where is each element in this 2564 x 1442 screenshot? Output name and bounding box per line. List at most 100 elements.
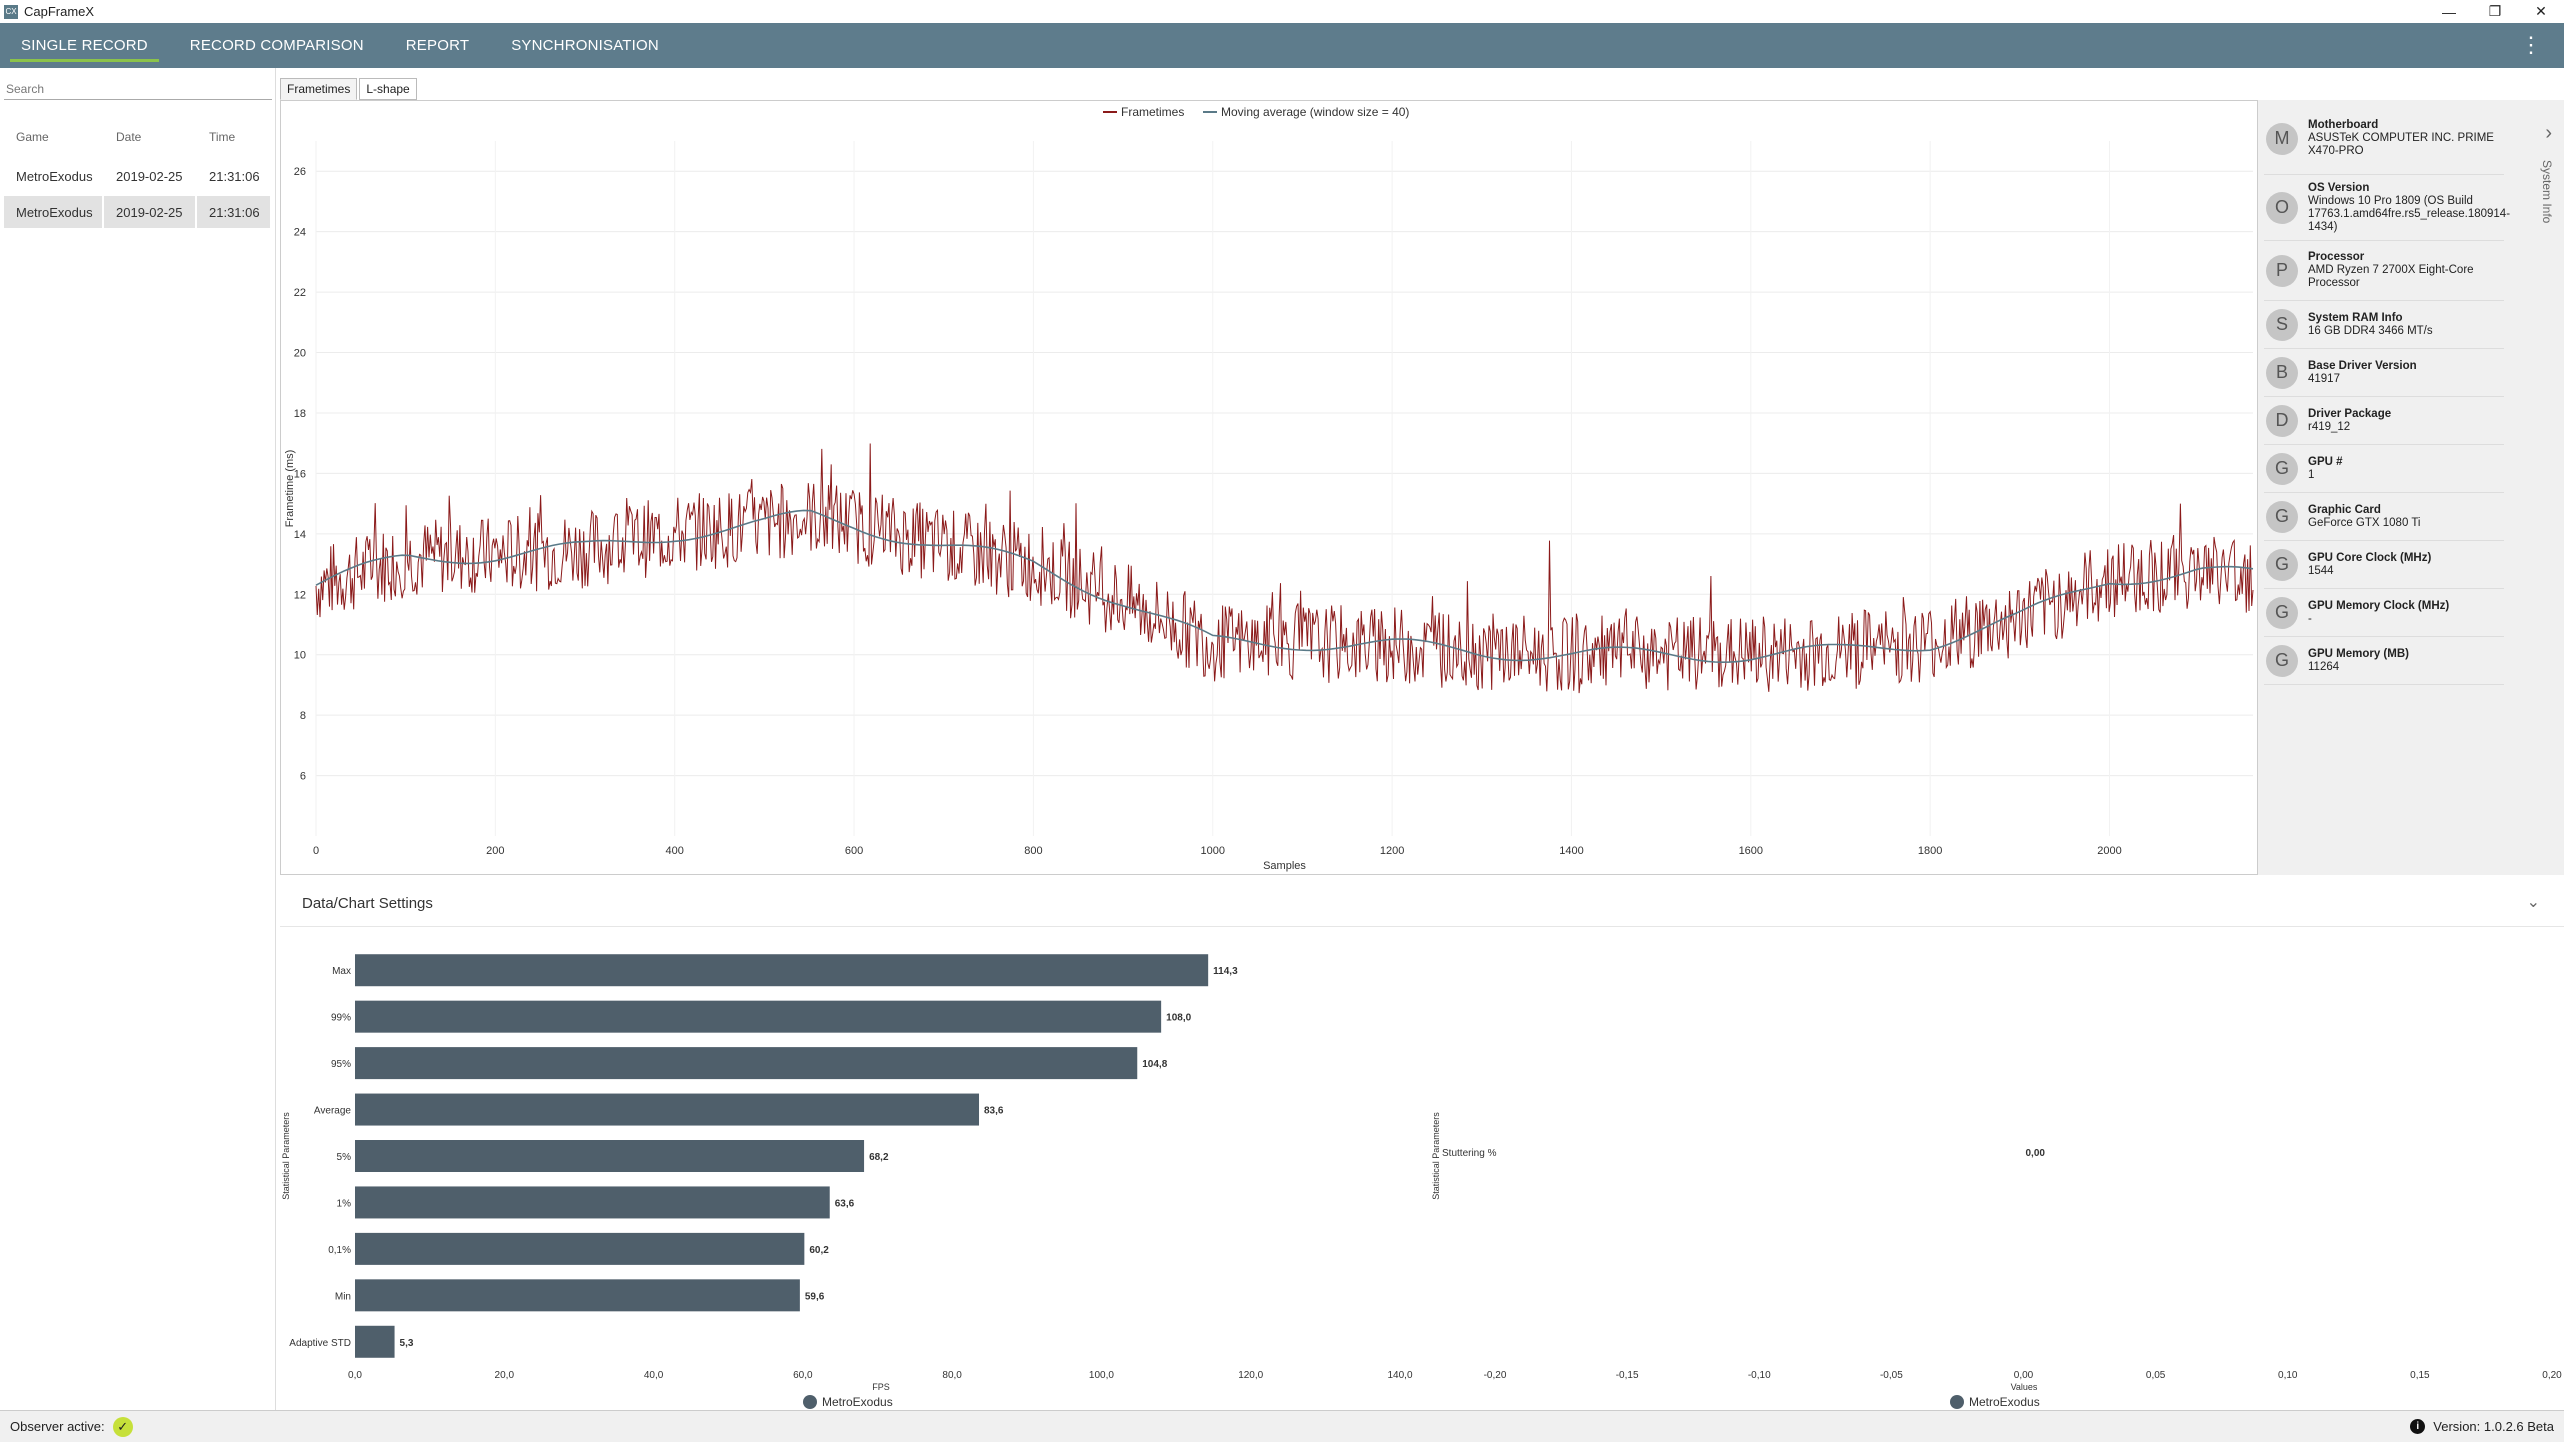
info-text: Driver Package r419_12 xyxy=(2308,408,2391,434)
column-header-date[interactable]: Date xyxy=(116,130,142,144)
info-avatar: G xyxy=(2266,644,2298,677)
column-header-game[interactable]: Game xyxy=(16,130,49,144)
info-avatar: O xyxy=(2266,191,2298,224)
data-chart-settings-expander[interactable]: Data/Chart Settings ⌄ xyxy=(280,880,2564,927)
x-tick-label: 200 xyxy=(486,845,504,857)
more-options-icon[interactable]: ⋮ xyxy=(2520,32,2542,57)
stat-bar xyxy=(355,1279,800,1312)
column-header-time[interactable]: Time xyxy=(209,130,236,144)
info-avatar: M xyxy=(2266,122,2298,155)
cell-game: MetroExodus xyxy=(16,168,93,184)
window-title: CapFrameX xyxy=(24,4,95,19)
category-label: Average xyxy=(314,1106,352,1117)
moving-average-series-line xyxy=(315,509,2254,664)
info-title: GPU Memory (MB) xyxy=(2308,647,2409,660)
x-tick-label: 1400 xyxy=(1559,845,1583,857)
bar-value-label: 63,6 xyxy=(835,1198,855,1209)
chevron-right-icon[interactable]: › xyxy=(2545,122,2552,144)
info-text: System RAM Info 16 GB DDR4 3466 MT/s xyxy=(2308,312,2433,338)
x-tick-label: 0,20 xyxy=(2542,1370,2562,1381)
x-tick-label: 20,0 xyxy=(495,1370,515,1381)
stat-bar xyxy=(355,1186,830,1219)
info-avatar: G xyxy=(2266,596,2298,629)
bar-value-label: 108,0 xyxy=(1166,1013,1191,1024)
info-text: Graphic Card GeForce GTX 1080 Ti xyxy=(2308,504,2421,530)
tab-single-record[interactable]: SINGLE RECORD xyxy=(0,23,169,68)
system-info-item: B Base Driver Version 41917 xyxy=(2264,349,2504,397)
info-title: GPU # xyxy=(2308,455,2343,468)
x-tick-label: 800 xyxy=(1024,845,1042,857)
cell-time: 21:31:06 xyxy=(209,168,260,184)
info-title: OS Version xyxy=(2308,181,2370,194)
system-info-item: D Driver Package r419_12 xyxy=(2264,397,2504,445)
category-label: Stuttering % xyxy=(1442,1148,1497,1159)
tab-record-comparison[interactable]: RECORD COMPARISON xyxy=(189,37,364,54)
info-title: GPU Core Clock (MHz) xyxy=(2308,551,2432,564)
info-value: - xyxy=(2308,612,2312,625)
tab-frametimes[interactable]: Frametimes xyxy=(280,78,358,100)
x-tick-label: 0,0 xyxy=(348,1370,362,1381)
minimize-icon[interactable]: — xyxy=(2442,3,2456,20)
stat-bar xyxy=(355,1000,1162,1033)
table-row-selected[interactable]: MetroExodus 2019-02-25 21:31:06 xyxy=(4,196,272,228)
settings-label: Data/Chart Settings xyxy=(302,894,433,912)
x-tick-label: 1000 xyxy=(1201,845,1225,857)
category-label: 95% xyxy=(331,1059,351,1070)
cell-time: 21:31:06 xyxy=(197,196,272,228)
category-label: Adaptive STD xyxy=(289,1338,351,1349)
system-info-tab[interactable]: System Info xyxy=(2540,160,2554,224)
tab-l-shape[interactable]: L-shape xyxy=(359,78,417,100)
x-tick-label: 0,15 xyxy=(2410,1370,2430,1381)
info-text: GPU Core Clock (MHz) 1544 xyxy=(2308,552,2431,578)
info-title: System RAM Info xyxy=(2308,311,2403,324)
chevron-down-icon[interactable]: ⌄ xyxy=(2526,894,2540,911)
y-tick-label: 12 xyxy=(294,589,306,601)
x-tick-label: -0,10 xyxy=(1748,1370,1771,1381)
search-input[interactable]: Search xyxy=(4,78,272,100)
legend-label-frametimes: Frametimes xyxy=(1121,105,1184,119)
close-icon[interactable]: ✕ xyxy=(2535,3,2547,19)
cell-date: 2019-02-25 xyxy=(104,196,197,228)
system-info-panel: M Motherboard ASUSTeK COMPUTER INC. PRIME … xyxy=(2258,100,2564,875)
info-title: Processor xyxy=(2308,251,2365,263)
x-tick-label: 100,0 xyxy=(1089,1370,1114,1381)
system-info-item: G GPU Memory (MB) 11264 xyxy=(2264,637,2504,685)
x-tick-label: 0 xyxy=(313,845,319,857)
info-avatar: G xyxy=(2266,548,2298,581)
info-title: Graphic Card xyxy=(2308,503,2381,516)
x-tick-label: 0,10 xyxy=(2278,1370,2298,1381)
info-text: GPU Memory Clock (MHz) - xyxy=(2308,600,2449,626)
stat-bar xyxy=(355,1232,805,1265)
legend-swatch xyxy=(1950,1395,1964,1409)
x-tick-label: 600 xyxy=(845,845,863,857)
x-tick-label: 400 xyxy=(666,845,684,857)
checkmark-icon: ✓ xyxy=(112,1416,133,1437)
table-row[interactable]: MetroExodus 2019-02-25 21:31:06 xyxy=(4,160,272,192)
x-tick-label: 0,05 xyxy=(2146,1370,2166,1381)
y-axis-title: Statistical Parameters xyxy=(1431,1112,1441,1200)
info-icon[interactable]: i xyxy=(2410,1419,2426,1434)
frametimes-chart: 6 8 10 12 14 16 18 20 22 24 26 0 200 400 600 800 1000 120… xyxy=(284,105,2254,872)
x-tick-label: -0,05 xyxy=(1880,1370,1903,1381)
y-tick-label: 26 xyxy=(294,166,306,178)
info-value: Windows 10 Pro 1809 (OS Build 17763.1.am… xyxy=(2308,194,2511,233)
title-bar: CX CapFrameX — ❐ ✕ xyxy=(0,0,2564,23)
x-axis-title: FPS xyxy=(872,1382,890,1392)
restore-icon[interactable]: ❐ xyxy=(2488,3,2502,19)
cell-game: MetroExodus xyxy=(4,196,104,228)
bar-value-label: 114,3 xyxy=(1213,966,1238,977)
info-avatar: D xyxy=(2266,404,2298,437)
tab-synchronisation[interactable]: SYNCHRONISATION xyxy=(511,37,659,54)
category-label: 99% xyxy=(331,1013,351,1024)
window-controls: — ❐ ✕ xyxy=(2426,0,2564,23)
info-title: Motherboard xyxy=(2308,119,2379,131)
system-info-item: P Processor AMD Ryzen 7 2700X Eight-Core P… xyxy=(2264,241,2504,301)
y-tick-label: 14 xyxy=(294,529,306,541)
observer-label: Observer active: xyxy=(10,1419,105,1434)
tab-report[interactable]: REPORT xyxy=(405,37,470,54)
record-list-panel: Search Game Date Time MetroExodus 2019-0… xyxy=(0,68,276,1410)
frametimes-series-line xyxy=(315,443,2254,694)
info-avatar: B xyxy=(2266,356,2298,389)
y-tick-label: 10 xyxy=(294,650,306,662)
x-tick-label: 1200 xyxy=(1380,845,1404,857)
